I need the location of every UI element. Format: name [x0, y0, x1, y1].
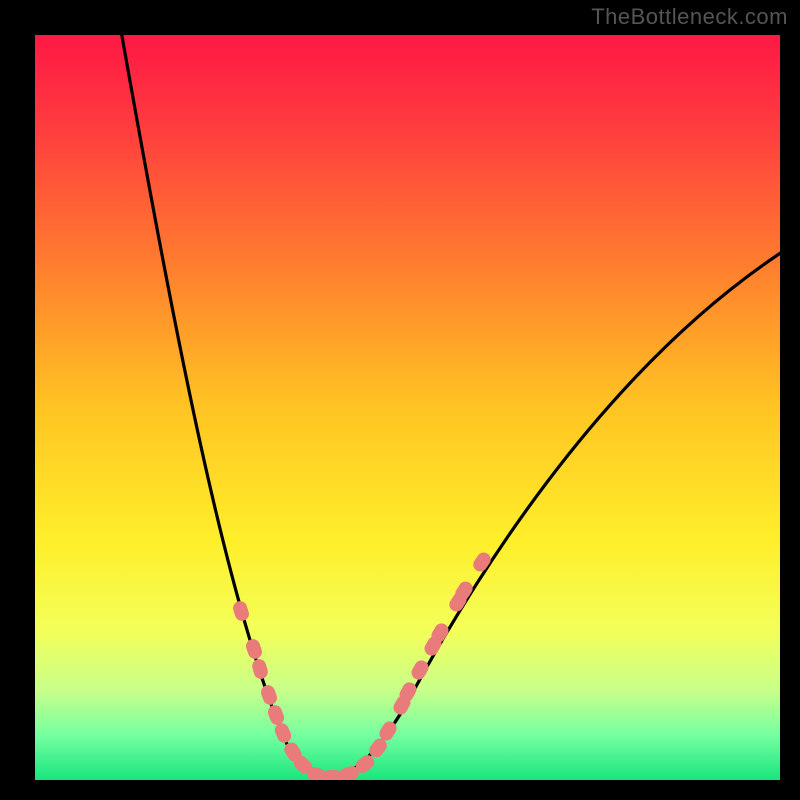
bead-marker	[251, 657, 270, 680]
curve-left-curve	[120, 35, 329, 777]
bead-marker	[259, 683, 279, 707]
chart-stage: TheBottleneck.com	[0, 0, 800, 800]
bead-marker	[231, 599, 250, 622]
curve-layer	[35, 35, 780, 780]
bead-marker	[244, 637, 264, 660]
bead-marker	[266, 703, 286, 727]
bead-marker	[409, 658, 431, 682]
watermark-text: TheBottleneck.com	[591, 4, 788, 30]
curve-right-curve	[329, 250, 780, 777]
plot-area	[35, 35, 780, 780]
bead-marker	[471, 550, 494, 574]
